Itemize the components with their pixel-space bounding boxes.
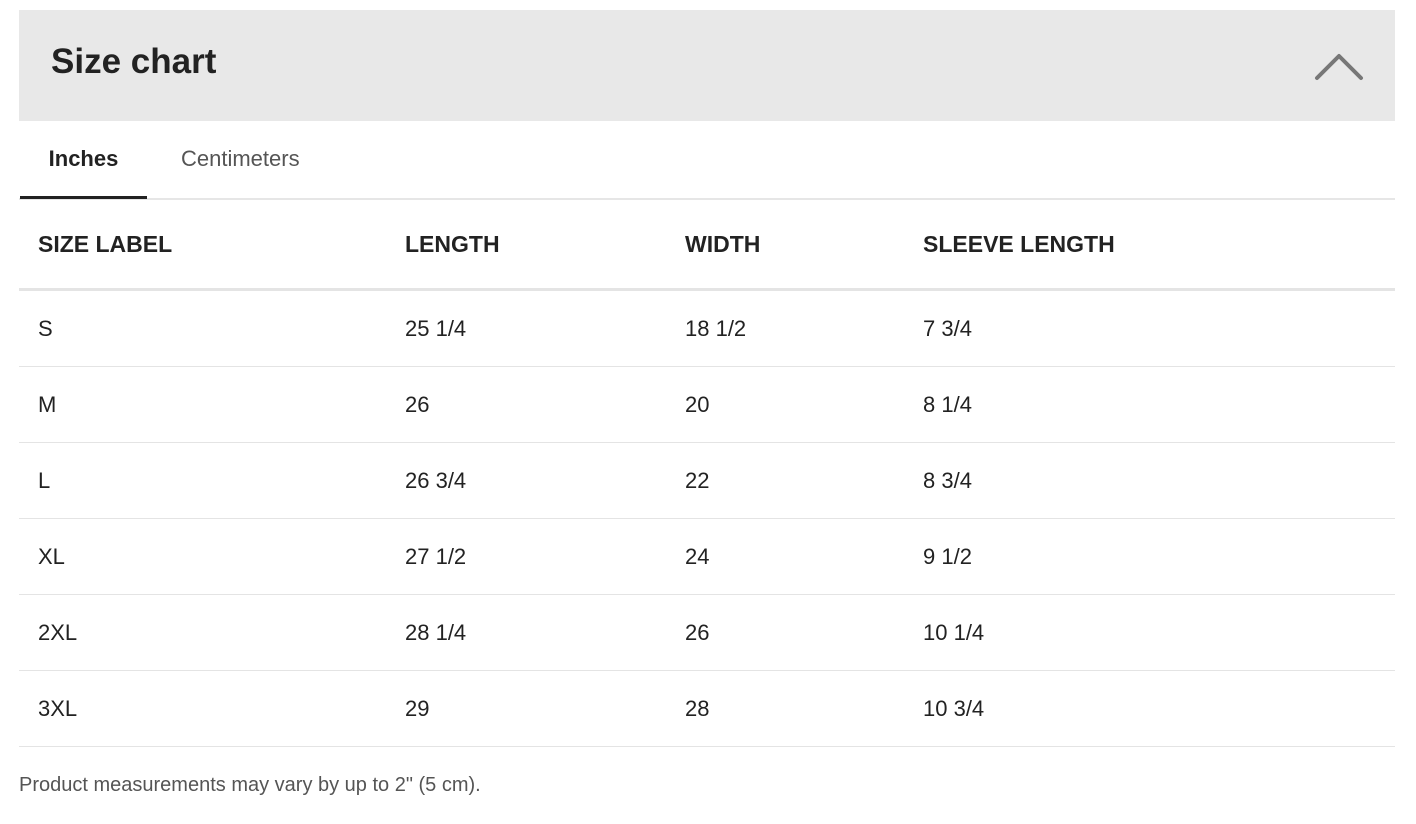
table-cell: XL bbox=[19, 518, 405, 595]
table-header-row: SIZE LABEL LENGTH WIDTH SLEEVE LENGTH bbox=[19, 200, 1395, 291]
tab-centimeters[interactable]: Centimeters bbox=[181, 146, 300, 171]
page-title: Size chart bbox=[51, 42, 217, 81]
table-cell: 10 1/4 bbox=[923, 594, 1395, 671]
tab-inches[interactable]: Inches bbox=[20, 122, 147, 199]
table-cell: 26 bbox=[405, 366, 685, 443]
table-row: S 25 1/4 18 1/2 7 3/4 bbox=[19, 289, 1395, 367]
column-header: LENGTH bbox=[405, 200, 685, 291]
table-cell: 8 3/4 bbox=[923, 442, 1395, 519]
column-header: WIDTH bbox=[685, 200, 923, 291]
table-cell: 9 1/2 bbox=[923, 518, 1395, 595]
table-cell: 28 bbox=[685, 670, 923, 747]
unit-tabs: Inches Centimeters bbox=[19, 122, 1395, 200]
table-row: M 26 20 8 1/4 bbox=[19, 366, 1395, 443]
table-cell: 3XL bbox=[19, 670, 405, 747]
table-cell: 20 bbox=[685, 366, 923, 443]
table-cell: 26 3/4 bbox=[405, 442, 685, 519]
table-cell: S bbox=[19, 289, 405, 367]
footnote: Product measurements may vary by up to 2… bbox=[19, 774, 481, 796]
table-row: L 26 3/4 22 8 3/4 bbox=[19, 442, 1395, 519]
table-cell: 2XL bbox=[19, 594, 405, 671]
table-cell: 18 1/2 bbox=[685, 289, 923, 367]
table-cell: 28 1/4 bbox=[405, 594, 685, 671]
table-cell: L bbox=[19, 442, 405, 519]
chevron-up-icon[interactable] bbox=[1313, 48, 1365, 84]
column-header: SIZE LABEL bbox=[19, 200, 405, 291]
table-cell: 8 1/4 bbox=[923, 366, 1395, 443]
table-row: 2XL 28 1/4 26 10 1/4 bbox=[19, 594, 1395, 671]
table-cell: 29 bbox=[405, 670, 685, 747]
table-cell: 24 bbox=[685, 518, 923, 595]
table-cell: 7 3/4 bbox=[923, 289, 1395, 367]
table-cell: 25 1/4 bbox=[405, 289, 685, 367]
table-row: XL 27 1/2 24 9 1/2 bbox=[19, 518, 1395, 595]
table-row: 3XL 29 28 10 3/4 bbox=[19, 670, 1395, 747]
table-cell: M bbox=[19, 366, 405, 443]
table-cell: 10 3/4 bbox=[923, 670, 1395, 747]
table-cell: 22 bbox=[685, 442, 923, 519]
column-header: SLEEVE LENGTH bbox=[923, 200, 1395, 291]
table-cell: 26 bbox=[685, 594, 923, 671]
size-chart-header[interactable]: Size chart bbox=[19, 10, 1395, 121]
table-cell: 27 1/2 bbox=[405, 518, 685, 595]
